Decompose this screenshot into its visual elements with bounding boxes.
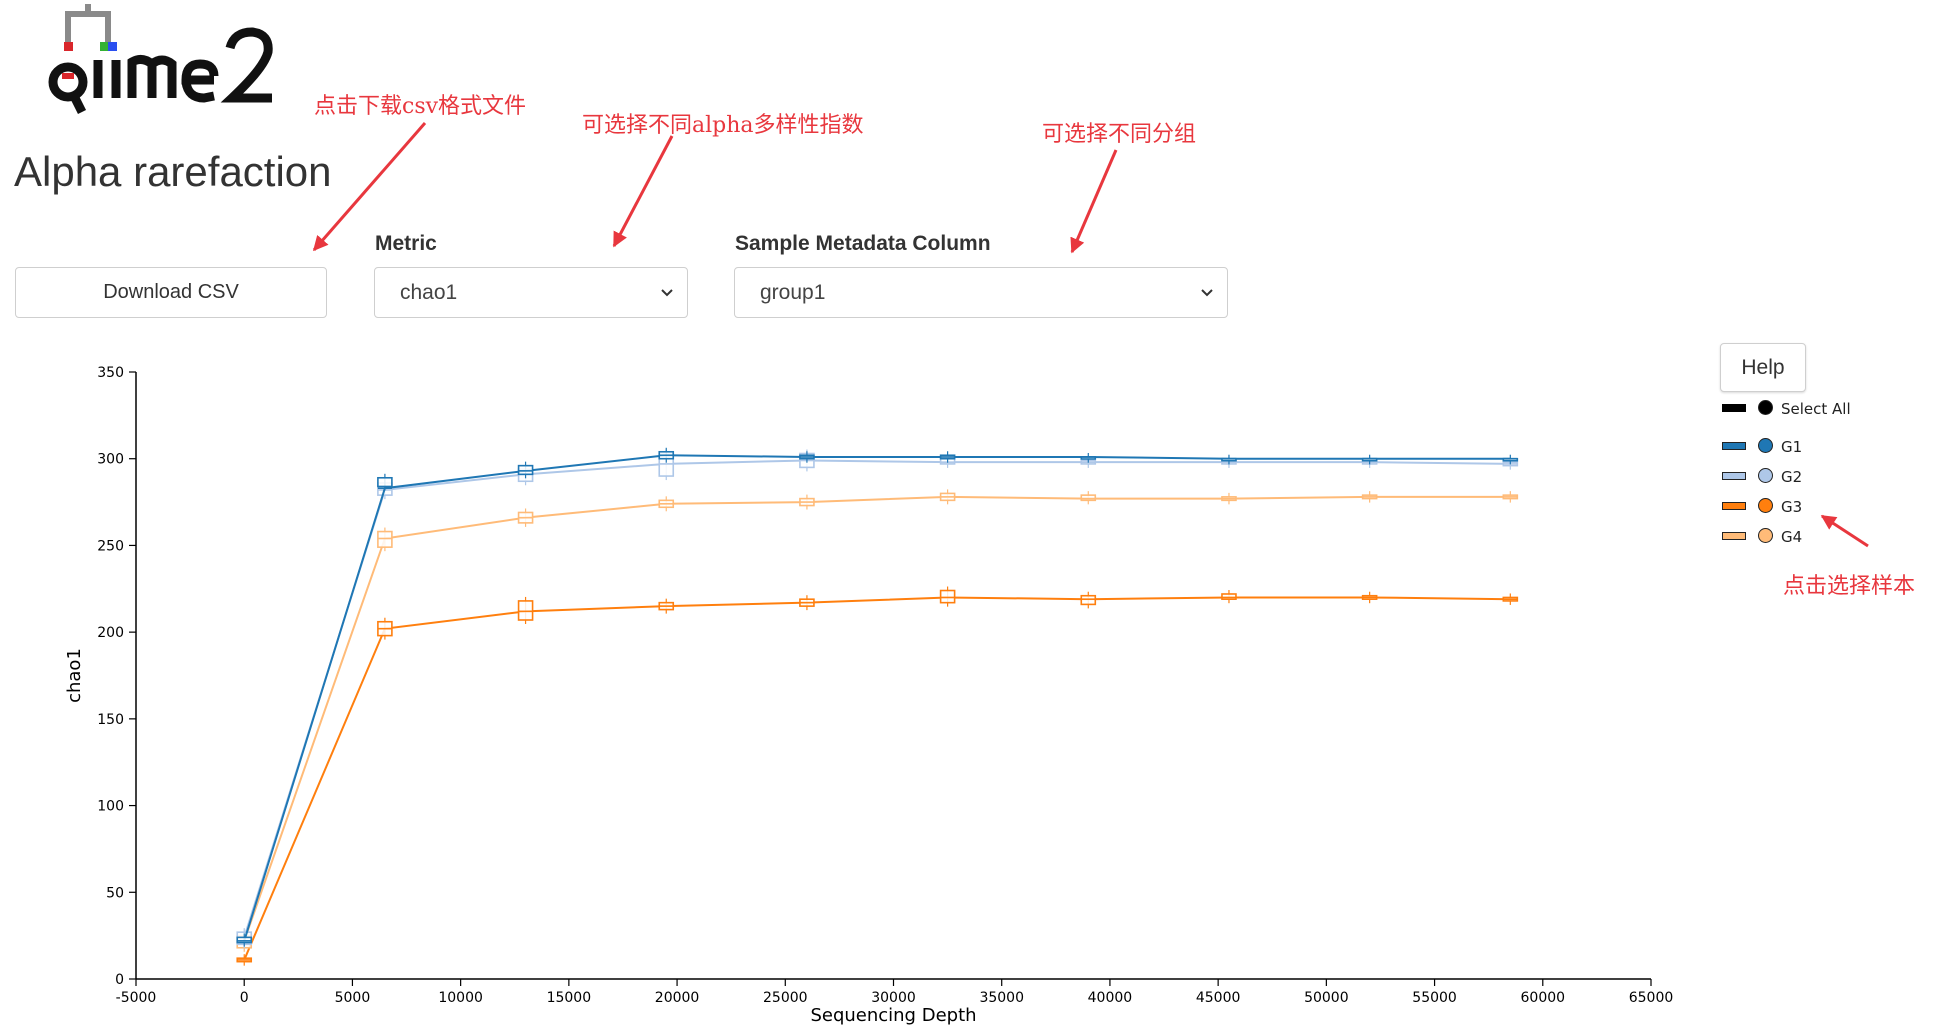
sample-metadata-column-select[interactable]: group1 <box>734 267 1228 318</box>
box <box>377 476 393 488</box>
x-tick-label: 25000 <box>763 990 808 1006</box>
qiime2-logo <box>48 4 273 115</box>
annotation-metric: 可选择不同alpha多样性指数 <box>582 113 864 138</box>
arrow-metric <box>612 135 674 248</box>
series-g1 <box>236 447 1519 947</box>
y-tick-label: 0 <box>115 972 124 988</box>
legend-dot <box>1758 468 1773 483</box>
box <box>1080 594 1097 606</box>
box <box>236 936 253 944</box>
legend-label: Select All <box>1781 400 1851 418</box>
box <box>1221 593 1237 600</box>
x-tick-label: 15000 <box>547 990 592 1006</box>
x-tick-label: 30000 <box>871 990 916 1006</box>
box <box>377 530 393 548</box>
x-tick-label: 20000 <box>655 990 700 1006</box>
legend-swatch <box>1722 404 1746 412</box>
series-g4 <box>236 489 1519 952</box>
legend-swatch <box>1722 502 1746 510</box>
legend-swatch <box>1722 532 1746 540</box>
series-line <box>243 454 1511 942</box>
legend-label: G2 <box>1781 468 1803 486</box>
download-csv-button[interactable]: Download CSV <box>15 267 327 318</box>
chevron-down-icon <box>1201 289 1213 297</box>
x-tick-label: 0 <box>240 990 249 1006</box>
box <box>1080 494 1097 502</box>
x-tick-label: 50000 <box>1304 990 1349 1006</box>
legend-dot <box>1758 528 1773 543</box>
chevron-down-icon <box>661 289 673 297</box>
y-tick-label: 300 <box>97 452 124 468</box>
legend-dot <box>1758 400 1773 415</box>
series-g2 <box>236 449 1519 949</box>
sample-metadata-column-label: Sample Metadata Column <box>735 232 991 255</box>
y-tick-label: 100 <box>97 799 124 815</box>
y-tick-label: 50 <box>106 885 124 901</box>
box <box>517 600 534 621</box>
metric-label: Metric <box>375 232 437 255</box>
x-tick-label: 55000 <box>1412 990 1457 1006</box>
series-line <box>243 459 1511 938</box>
box <box>517 464 534 476</box>
x-axis-label: Sequencing Depth <box>810 1005 976 1026</box>
series-line <box>243 596 1511 961</box>
arrow-download <box>312 122 427 252</box>
legend-dot <box>1758 438 1773 453</box>
series-line <box>243 495 1511 942</box>
legend-label: G1 <box>1781 438 1803 456</box>
arrow-group <box>1070 149 1118 254</box>
x-tick-label: 45000 <box>1196 990 1241 1006</box>
legend-swatch <box>1722 442 1746 450</box>
legend-swatch <box>1722 472 1746 480</box>
legend-dot <box>1758 498 1773 513</box>
metric-select[interactable]: chao1 <box>374 267 688 318</box>
arrow-legend <box>1820 514 1869 548</box>
column-select-value: group1 <box>760 281 826 304</box>
help-button[interactable]: Help <box>1720 343 1806 392</box>
annotation-group: 可选择不同分组 <box>1042 122 1197 147</box>
x-tick-label: -5000 <box>116 990 157 1006</box>
legend-label: G3 <box>1781 498 1803 516</box>
x-tick-label: 5000 <box>335 990 371 1006</box>
series-g3 <box>236 586 1519 966</box>
annotation-legend: 点击选择样本 <box>1783 574 1916 599</box>
x-tick-label: 40000 <box>1088 990 1133 1006</box>
x-tick-label: 65000 <box>1629 990 1674 1006</box>
y-tick-label: 200 <box>97 625 124 641</box>
y-tick-label: 350 <box>97 365 124 381</box>
box <box>939 589 956 604</box>
x-tick-label: 60000 <box>1521 990 1566 1006</box>
page-title: Alpha rarefaction <box>14 148 332 195</box>
legend-label: G4 <box>1781 528 1803 546</box>
y-tick-label: 150 <box>97 712 124 728</box>
annotation-download: 点击下载csv格式文件 <box>314 94 527 119</box>
x-tick-label: 10000 <box>438 990 483 1006</box>
x-tick-label: 35000 <box>979 990 1024 1006</box>
y-axis-label: chao1 <box>64 648 85 703</box>
y-tick-label: 250 <box>97 538 124 554</box>
metric-select-value: chao1 <box>400 281 458 304</box>
